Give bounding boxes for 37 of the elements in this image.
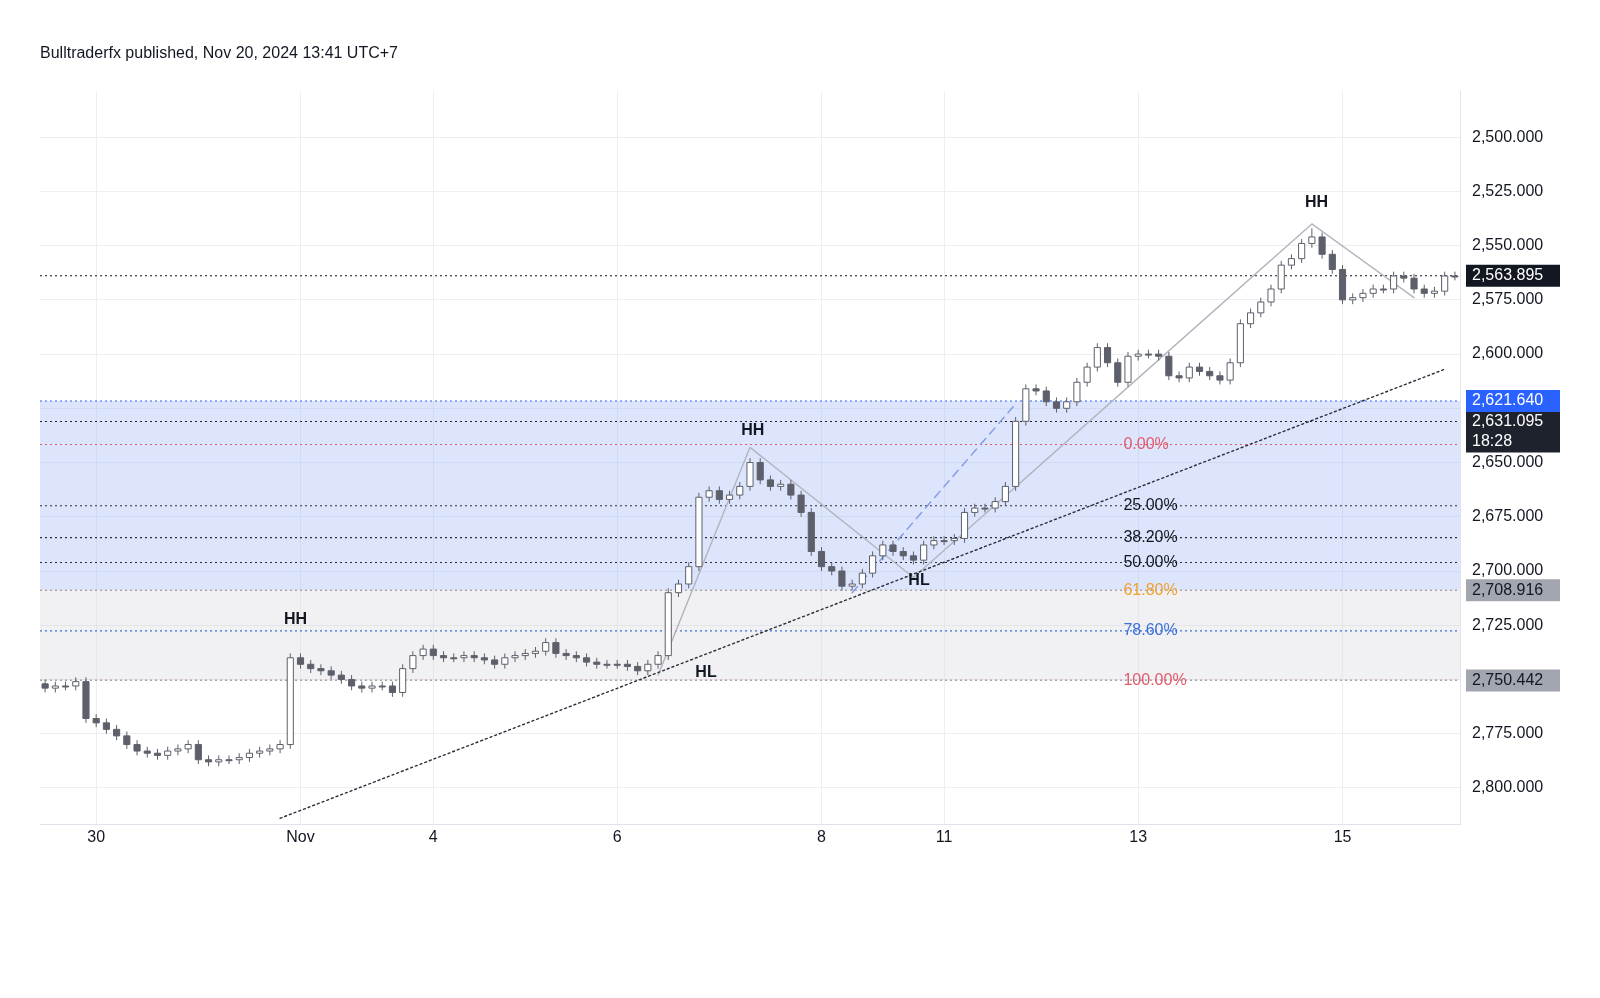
ref-line-label: 2,708.916: [1472, 580, 1544, 598]
annotation: HH: [741, 421, 765, 439]
ref-line-label: 2,631.095 18:28: [1472, 411, 1544, 449]
x-tick-label: 30: [87, 827, 106, 845]
y-tick-label: 2,700.000: [1472, 561, 1544, 579]
y-tick-label: 2,650.000: [1472, 452, 1544, 470]
annotation: 50.00%: [1123, 552, 1178, 570]
ref-line-label: 2,621.640: [1472, 391, 1544, 409]
ref-line-label: 2,750.442: [1472, 670, 1544, 688]
x-tick-label: 8: [817, 827, 827, 845]
x-tick-label: 15: [1333, 827, 1352, 845]
annotation: HL: [695, 663, 717, 681]
x-tick-label: 13: [1129, 827, 1148, 845]
y-tick-label: 2,775.000: [1472, 724, 1544, 742]
x-tick-label: 6: [612, 827, 622, 845]
y-tick-label: 2,800.000: [1472, 778, 1544, 796]
annotation: HL: [908, 571, 930, 589]
y-tick-label: 2,600.000: [1472, 344, 1544, 362]
x-tick-label: 4: [428, 827, 438, 845]
annotation: 38.20%: [1123, 528, 1178, 545]
annotation: HH: [284, 609, 308, 627]
annotation: 0.00%: [1123, 434, 1169, 452]
ref-line-label: 2,563.895: [1472, 266, 1544, 284]
y-tick-label: 2,500.000: [1472, 127, 1544, 145]
x-tick-label: Nov: [286, 827, 315, 845]
y-tick-label: 2,525.000: [1472, 181, 1544, 199]
y-tick-label: 2,550.000: [1472, 236, 1544, 254]
annotation: HH: [1305, 192, 1329, 210]
annotation: 78.60%: [1123, 621, 1178, 639]
annotation: 61.80%: [1123, 580, 1178, 598]
chart-title: Bulltraderfx published, Nov 20, 2024 13:41 UTC+7: [40, 44, 398, 62]
annotation: 25.00%: [1123, 496, 1178, 514]
x-tick-label: 11: [935, 827, 953, 845]
y-tick-label: 2,575.000: [1472, 290, 1544, 308]
annotation: 100.00%: [1123, 670, 1187, 688]
y-tick-label: 2,725.000: [1472, 615, 1544, 633]
y-tick-label: 2,675.000: [1472, 507, 1544, 525]
